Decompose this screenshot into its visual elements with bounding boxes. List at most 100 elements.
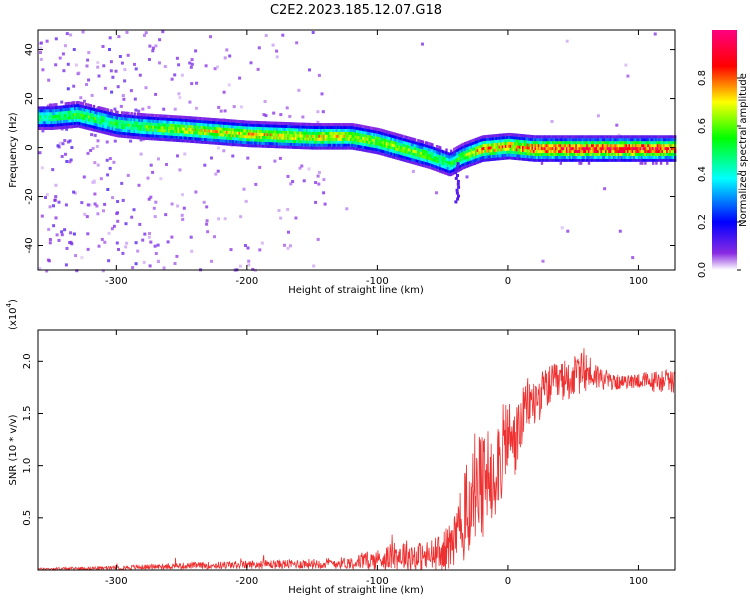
spectrogram-cell	[562, 152, 566, 156]
spectrogram-cell	[61, 117, 64, 121]
spectrogram-speckle	[70, 146, 74, 149]
spectrogram-cell	[305, 128, 309, 132]
spectrogram-speckle	[239, 105, 243, 109]
spectrogram-cell	[584, 141, 588, 145]
spectrogram-cell	[58, 108, 61, 112]
spectrogram-cell	[536, 155, 539, 159]
spectrogram-cell	[584, 138, 588, 142]
spectrogram-cell	[504, 150, 508, 154]
spectrogram-cell	[169, 120, 172, 124]
spectrogram-cell	[443, 153, 447, 157]
spectrogram-cell	[324, 146, 327, 150]
spectrogram-cell	[395, 144, 398, 148]
spectrogram-cell	[177, 127, 180, 131]
spectrogram-cell	[320, 137, 323, 141]
spectrogram-cell	[664, 138, 667, 142]
spectrogram-cell	[583, 155, 586, 159]
spectrogram-speckle	[148, 44, 152, 48]
spectrogram-speckle	[550, 120, 554, 123]
spectrogram-cell	[409, 142, 412, 146]
spectrogram-speckle	[86, 247, 90, 251]
spectrogram-cell	[166, 117, 169, 121]
spectrogram-cell	[64, 102, 67, 106]
spectrogram-cell	[437, 154, 440, 158]
spectrogram-cell	[454, 161, 458, 165]
spectrogram-cell	[503, 153, 506, 157]
spectrogram-cell	[399, 154, 403, 158]
spectrogram-cell	[652, 141, 655, 145]
spectrogram-cell	[304, 140, 307, 144]
spectrogram-cell	[467, 140, 470, 144]
spectrogram-speckle	[72, 48, 76, 51]
spectrogram-cell	[639, 161, 642, 165]
spectrogram-speckle	[151, 170, 155, 174]
spectrogram-cell	[146, 128, 149, 132]
spectrogram-cell	[523, 146, 526, 150]
spectrogram-cell	[74, 121, 77, 125]
spectrogram-speckle	[273, 159, 277, 163]
spectrogram-cell	[658, 150, 661, 153]
spectrogram-cell	[647, 144, 650, 148]
spectrogram-speckle	[74, 254, 78, 258]
spectrogram-cell	[526, 149, 530, 153]
spectrogram-cell	[648, 135, 652, 139]
spectrogram-cell	[321, 128, 324, 132]
spectrogram-cell	[500, 139, 503, 143]
spectrogram-cell	[418, 163, 421, 167]
spectrogram-cell	[412, 149, 415, 153]
y-tick-label: 1.5	[22, 406, 33, 422]
spectrogram-cell	[424, 156, 428, 159]
spectrogram-cell	[268, 139, 271, 142]
spectrogram-cell	[335, 140, 338, 144]
spectrogram-cell	[529, 158, 533, 162]
spectrogram-cell	[171, 132, 174, 136]
spectrogram-cell	[280, 142, 284, 146]
spectrogram-cell	[133, 121, 136, 125]
spectrogram-cell	[175, 121, 179, 125]
spectrogram-cell	[633, 152, 636, 156]
spectrogram-cell	[468, 163, 472, 167]
x-tick-label: -100	[366, 576, 389, 587]
spectrogram-speckle	[141, 107, 145, 111]
spectrogram-cell	[119, 125, 122, 129]
spectrogram-speckle	[142, 260, 146, 264]
spectrogram-speckle	[228, 54, 232, 58]
spectrogram-cell	[254, 126, 257, 130]
spectrogram-cell	[356, 138, 359, 142]
spectrogram-cell	[641, 135, 644, 139]
spectrogram-cell	[653, 152, 656, 156]
spectrogram-cell	[279, 139, 282, 143]
spectrogram-cell	[323, 126, 326, 129]
spectrogram-cell	[106, 117, 110, 121]
spectrogram-cell	[313, 131, 317, 135]
spectrogram-cell	[133, 133, 136, 136]
spectrogram-cell	[294, 134, 298, 138]
spectrogram-cell	[334, 140, 337, 144]
spectrogram-cell	[576, 158, 580, 162]
spectrogram-cell	[164, 126, 168, 130]
spectrogram-cell	[348, 123, 351, 127]
spectrogram-cell	[484, 140, 487, 144]
spectrogram-cell	[243, 123, 246, 127]
spectrogram-cell	[309, 131, 312, 135]
spectrogram-cell	[478, 145, 481, 149]
spectrogram-cell	[520, 139, 523, 143]
spectrogram-cell	[316, 143, 320, 147]
spectrogram-speckle	[64, 263, 68, 267]
spectrogram-cell	[600, 158, 603, 162]
spectrogram-cell	[125, 111, 129, 115]
spectrogram-cell	[476, 157, 479, 161]
spectrogram-cell	[611, 138, 614, 142]
spectrogram-cell	[603, 158, 606, 162]
spectrogram-cell	[462, 142, 465, 146]
spectrogram-cell	[417, 150, 420, 154]
spectrogram-cell	[374, 148, 378, 151]
spectrogram-cell	[121, 114, 124, 118]
spectrogram-cell	[351, 143, 354, 147]
spectrogram-cell	[338, 143, 342, 147]
spectrogram-speckle	[92, 180, 96, 184]
spectrogram-cell	[467, 164, 470, 168]
spectrogram-cell	[230, 140, 234, 143]
spectrogram-cell	[183, 127, 187, 131]
spectrogram-cell	[119, 128, 122, 132]
